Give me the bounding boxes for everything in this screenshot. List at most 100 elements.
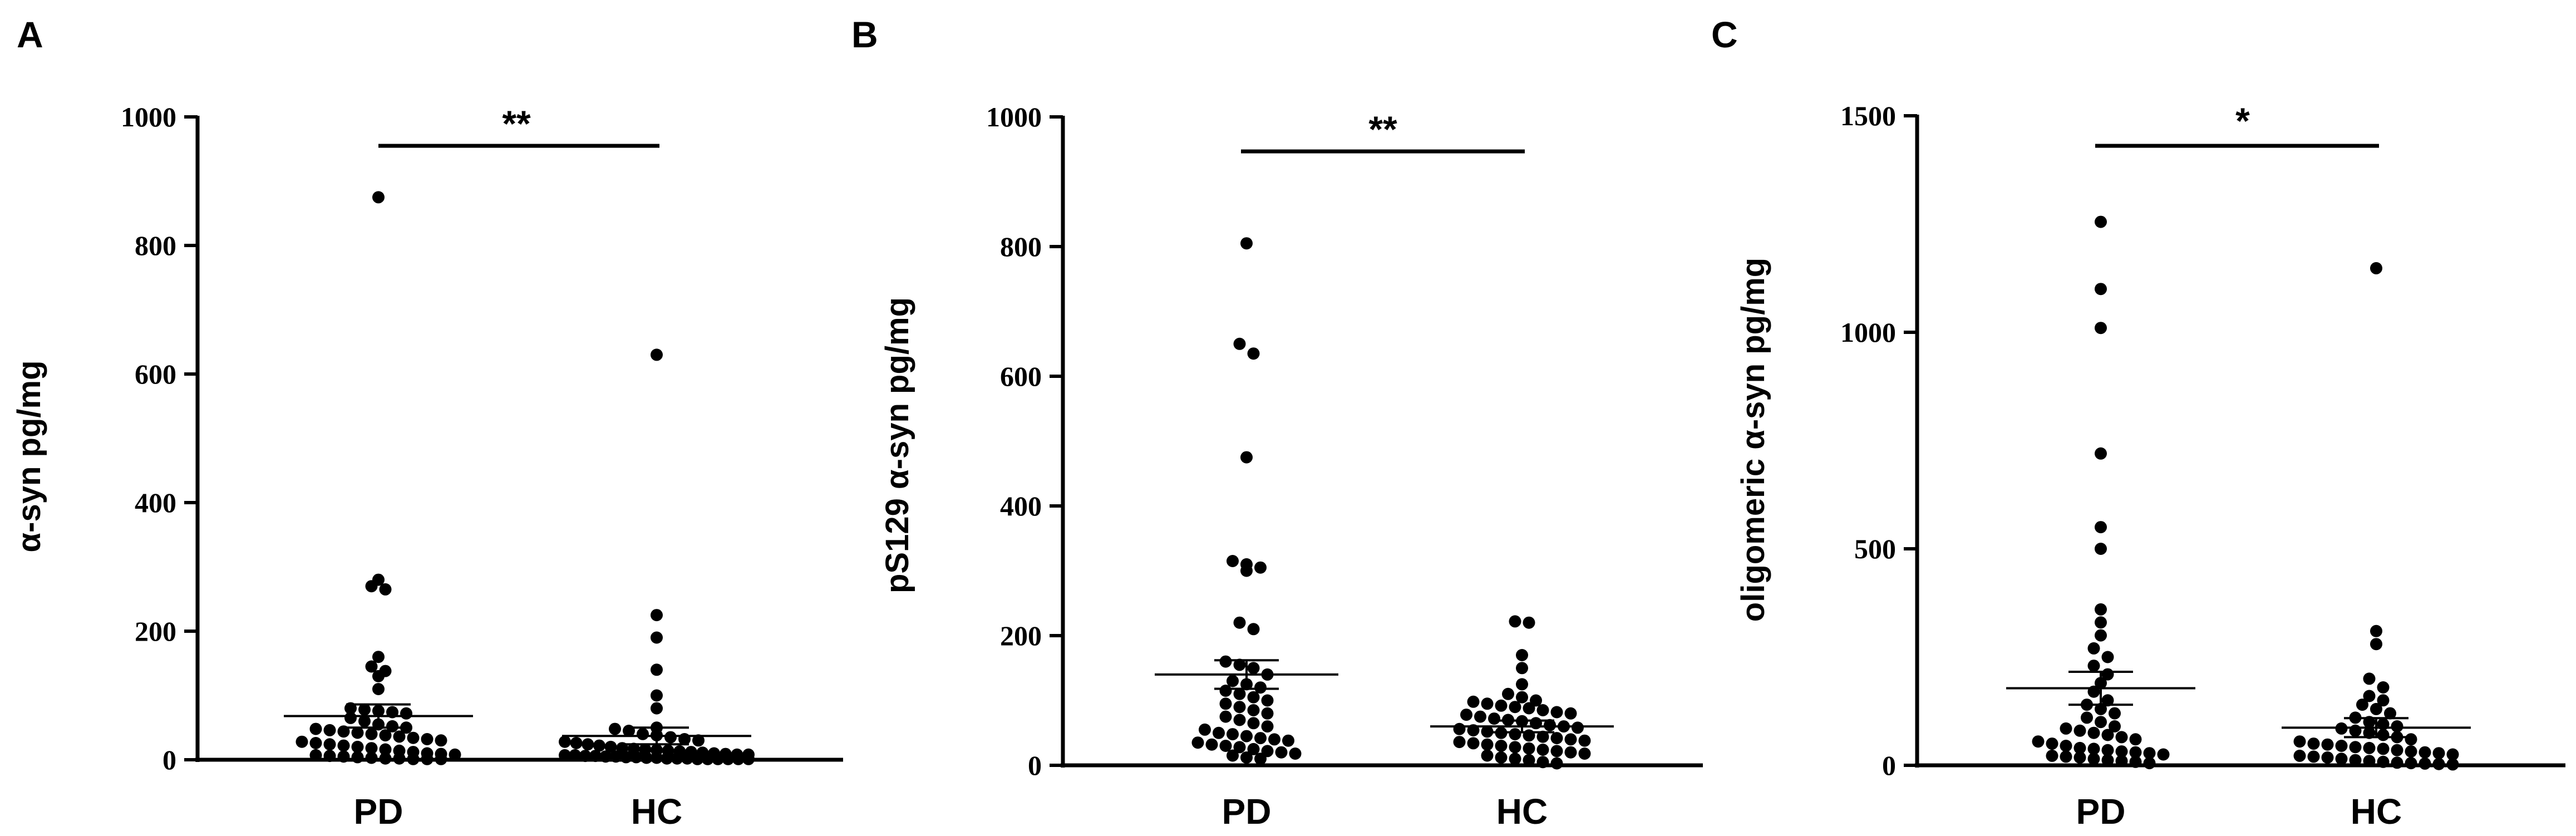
data-point-pd [2095,521,2107,534]
data-point-hc [2363,672,2376,685]
data-point-hc [579,750,592,763]
data-point-pd [372,651,385,663]
data-point-hc [1536,730,1549,743]
data-point-pd [1247,704,1260,716]
category-label-hc: HC [2351,791,2402,832]
data-point-pd [2073,741,2086,754]
data-point-pd [2143,747,2156,760]
data-point-hc [742,753,755,765]
data-point-pd [323,750,336,763]
data-point-hc [640,751,653,764]
data-point-pd [2101,651,2114,663]
data-point-pd [2087,742,2100,755]
data-point-hc [2349,741,2362,754]
data-point-hc [1530,694,1542,707]
data-point-pd [1282,734,1294,747]
data-point-hc [609,750,622,763]
data-point-pd [2060,722,2072,735]
data-point-hc [2321,751,2334,764]
data-point-hc [1495,740,1508,752]
data-point-pd [2095,616,2107,629]
data-point-hc [2377,755,2390,768]
data-point-pd [351,740,364,753]
data-point-hc [589,750,602,763]
data-point-hc [2335,753,2348,765]
data-point-hc [1536,744,1549,756]
panel-a: A α-syn pg/mg ** PD HC 0 200 400 600 800 1000 [11,14,843,832]
data-point-pd [1240,751,1253,764]
data-point-pd [2087,753,2100,765]
data-point-hc [651,348,663,361]
data-point-hc [570,737,583,749]
data-point-hc [2370,638,2382,651]
data-point-hc [559,735,571,748]
data-point-pd [1227,555,1239,567]
data-point-hc [2419,746,2431,759]
data-point-hc [1550,745,1563,758]
data-point-hc [1502,687,1514,700]
y-tick-label: 800 [1000,231,1042,262]
data-point-pd [2095,629,2107,642]
data-point-hc [1481,697,1494,710]
data-point-pd [1247,623,1260,636]
data-point-hc [593,739,605,752]
data-point-pd [2046,749,2058,762]
data-point-hc [651,689,663,702]
data-point-hc [604,740,617,753]
data-point-hc [1474,710,1486,723]
data-point-pd [2095,215,2107,228]
significance-label: ** [1368,109,1397,150]
data-point-pd [1199,723,1211,736]
data-point-pd [2087,726,2100,739]
data-point-hc [2349,754,2362,766]
data-point-hc [651,702,663,715]
data-point-hc [1536,756,1549,769]
data-point-hc [2370,624,2382,637]
data-point-pd [1233,337,1246,350]
data-point-pd [2046,737,2058,750]
data-point-hc [1509,701,1521,714]
data-point-pd [393,730,406,743]
data-point-pd [2095,447,2107,460]
data-point-pd [1233,687,1246,700]
data-point-pd [295,735,308,748]
data-point-hc [1453,736,1466,749]
data-point-hc [2363,726,2376,739]
data-point-hc [2432,758,2445,770]
significance-label: ** [502,103,531,144]
y-axis-label: pS129 α-syn pg/mg [879,297,915,593]
data-point-hc [1509,615,1521,628]
y-tick-label: 0 [162,744,176,775]
data-point-hc [1467,737,1480,750]
data-point-pd [372,191,385,204]
data-point-pd [379,583,392,596]
data-point-pd [1233,658,1246,671]
data-point-hc [2370,262,2382,274]
panel-letter: C [1711,14,1738,55]
data-point-pd [1240,730,1253,742]
y-axis-label: oligomeric α-syn pg/mg [1735,258,1771,622]
data-point-pd [435,753,447,765]
data-point-hc [2363,755,2376,768]
data-point-hc [651,663,663,676]
data-point-pd [407,731,420,744]
data-point-hc [2446,758,2459,771]
data-point-pd [365,580,378,593]
data-point-hc [1523,742,1535,755]
data-point-pd [1191,736,1204,749]
data-point-hc [630,751,643,764]
data-point-pd [1219,655,1232,668]
data-point-hc [2349,724,2362,737]
y-axis-label: α-syn pg/mg [11,361,47,553]
data-point-hc [2335,740,2348,752]
data-point-pd [365,660,378,673]
data-point-pd [2143,757,2156,770]
data-point-hc [661,752,673,765]
data-point-hc [1523,754,1535,766]
data-point-pd [309,749,322,761]
data-point-pd [2101,744,2114,756]
significance-label: * [2235,100,2250,141]
data-point-hc [1516,691,1528,704]
data-point-pd [1219,740,1232,752]
data-point-pd [1233,616,1246,629]
